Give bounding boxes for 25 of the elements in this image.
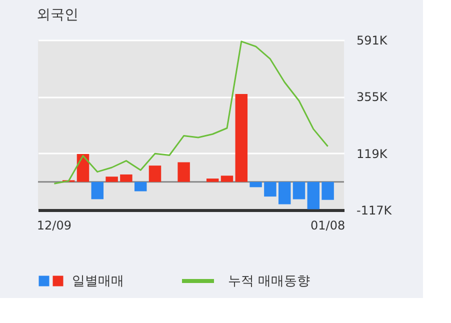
bar bbox=[307, 182, 320, 210]
bar bbox=[206, 178, 219, 182]
bar bbox=[106, 176, 118, 182]
bar bbox=[91, 182, 104, 200]
bar bbox=[178, 162, 190, 182]
y-tick-label: 591K bbox=[356, 34, 388, 48]
y-tick-label: 119K bbox=[356, 146, 388, 161]
bar bbox=[250, 182, 262, 188]
bar bbox=[235, 94, 248, 182]
bar bbox=[148, 166, 162, 182]
bar bbox=[322, 182, 334, 200]
legend-label: 일별매매 bbox=[72, 274, 124, 289]
x-tick-label: 01/08 bbox=[310, 218, 346, 232]
bar bbox=[120, 174, 132, 182]
bar bbox=[134, 182, 147, 192]
bar bbox=[292, 182, 306, 200]
y-tick-label: -117K bbox=[356, 204, 393, 218]
chart-title: 외국인 bbox=[36, 7, 78, 23]
y-tick-label: 355K bbox=[356, 90, 388, 104]
bar bbox=[220, 176, 234, 182]
legend-label: 누적 매매동향 bbox=[228, 274, 310, 289]
bar bbox=[278, 182, 291, 204]
bar bbox=[264, 182, 276, 197]
x-tick-label: 12/09 bbox=[36, 218, 72, 232]
line-series bbox=[53, 40, 329, 184]
